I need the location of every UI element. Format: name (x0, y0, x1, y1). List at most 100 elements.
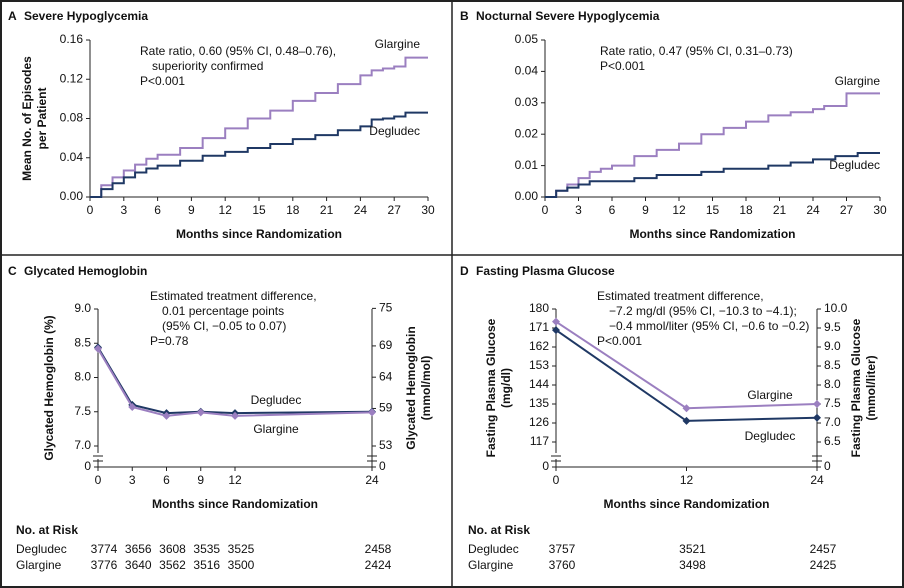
annotation: −7.2 mg/dl (95% CI, −10.3 to −4.1); (609, 304, 797, 318)
x-tick-label: 0 (542, 203, 549, 217)
series-label: Degludec (745, 429, 796, 443)
y2-tick-label: 10.0 (824, 301, 848, 315)
marker (552, 317, 560, 326)
y2-tick-label: 9.0 (824, 339, 841, 353)
y-tick-label: 7.0 (74, 438, 91, 452)
y-tick-label: 7.5 (74, 404, 91, 418)
y2-tick-label: 53 (379, 438, 393, 452)
y-tick-label: 0.01 (515, 158, 539, 172)
risk-value: 2425 (810, 558, 837, 572)
panel-title: Nocturnal Severe Hypoglycemia (476, 9, 660, 23)
x-axis-label: Months since Randomization (152, 497, 318, 511)
series-line (97, 348, 373, 417)
x-axis-label: Months since Randomization (629, 227, 795, 241)
risk-value: 3500 (228, 558, 255, 572)
x-tick-label: 9 (642, 203, 649, 217)
y-tick-label: 8.5 (74, 335, 91, 349)
y2-tick-label: 0 (379, 459, 386, 473)
y-tick-label: 8.0 (74, 370, 91, 384)
risk-title: No. at Risk (468, 523, 530, 537)
marker (682, 404, 691, 413)
series-label: Glargine (375, 37, 421, 51)
series-label: Glargine (253, 422, 299, 436)
x-axis-label: Months since Randomization (176, 227, 342, 241)
risk-value: 3535 (193, 542, 220, 556)
x-tick-label: 18 (286, 203, 300, 217)
x-tick-label: 27 (388, 203, 402, 217)
x-tick-label: 6 (154, 203, 161, 217)
y-tick-label: 171 (529, 320, 549, 334)
y-tick-label: 0 (542, 459, 549, 473)
x-tick-label: 6 (163, 473, 170, 487)
risk-value: 2457 (810, 542, 837, 556)
y-tick-label: 144 (529, 377, 549, 391)
y-tick-label: 9.0 (74, 301, 91, 315)
y-tick-label: 0.05 (515, 32, 539, 46)
x-tick-label: 21 (320, 203, 334, 217)
risk-value: 3608 (159, 542, 186, 556)
annotation: Rate ratio, 0.60 (95% CI, 0.48–0.76), (140, 44, 336, 58)
y-axis-label: per Patient (35, 87, 49, 149)
risk-title: No. at Risk (16, 523, 78, 537)
panel-title: Glycated Hemoglobin (24, 264, 147, 278)
x-tick-label: 24 (354, 203, 368, 217)
marker (94, 344, 102, 353)
series-label: Glargine (747, 388, 793, 402)
panel-letter: A (8, 9, 17, 23)
panel-title: Fasting Plasma Glucose (476, 264, 615, 278)
y-tick-label: 135 (529, 396, 549, 410)
y2-tick-label: 0 (824, 459, 831, 473)
series-label: Degludec (829, 158, 880, 172)
series-line (90, 56, 428, 198)
marker (196, 408, 205, 417)
x-tick-label: 24 (365, 473, 379, 487)
risk-value: 3656 (125, 542, 152, 556)
annotation: Estimated treatment difference, (150, 289, 317, 303)
risk-value: 3640 (125, 558, 152, 572)
series-line (545, 152, 880, 198)
x-tick-label: 15 (706, 203, 720, 217)
y-tick-label: 0.16 (60, 32, 84, 46)
y-axis-label: (mg/dl) (499, 368, 513, 408)
annotation: −0.4 mmol/liter (95% CI, −0.6 to −0.2) (609, 319, 809, 333)
risk-value: 3516 (193, 558, 220, 572)
y2-tick-label: 9.5 (824, 320, 841, 334)
marker (368, 408, 376, 417)
risk-value: 3776 (91, 558, 118, 572)
marker (813, 400, 821, 408)
y-axis-label: Fasting Plasma Glucose (484, 318, 498, 457)
y-axis-label: Glycated Hemoglobin (%) (42, 315, 56, 460)
y2-tick-label: 59 (379, 401, 393, 415)
y-tick-label: 0.04 (515, 64, 539, 78)
x-tick-label: 15 (252, 203, 266, 217)
x-tick-label: 12 (672, 203, 686, 217)
x-tick-label: 24 (806, 203, 820, 217)
y2-tick-label: 69 (379, 338, 393, 352)
series-line (545, 92, 880, 198)
series-label: Degludec (251, 393, 302, 407)
y-tick-label: 0.08 (60, 111, 84, 125)
annotation: P<0.001 (597, 334, 642, 348)
marker (682, 416, 691, 425)
x-tick-label: 12 (228, 473, 242, 487)
annotation: Estimated treatment difference, (597, 289, 764, 303)
y2-tick-label: 64 (379, 369, 393, 383)
y2-tick-label: 8.0 (824, 377, 841, 391)
y-tick-label: 153 (529, 358, 549, 372)
y2-axis-label: Fasting Plasma Glucose (849, 318, 863, 457)
y2-axis-label: (mmol/mol) (419, 356, 433, 421)
annotation: 0.01 percentage points (162, 304, 284, 318)
x-tick-label: 3 (129, 473, 136, 487)
annotation: superiority confirmed (152, 59, 263, 73)
x-tick-label: 9 (197, 473, 204, 487)
x-tick-label: 21 (773, 203, 787, 217)
series-label: Glargine (835, 74, 881, 88)
risk-value: 3562 (159, 558, 186, 572)
y2-tick-label: 8.5 (824, 358, 841, 372)
series-line (97, 346, 373, 415)
annotation: P<0.001 (600, 59, 645, 73)
y-tick-label: 0.02 (515, 126, 539, 140)
x-tick-label: 6 (609, 203, 616, 217)
x-tick-label: 3 (120, 203, 127, 217)
